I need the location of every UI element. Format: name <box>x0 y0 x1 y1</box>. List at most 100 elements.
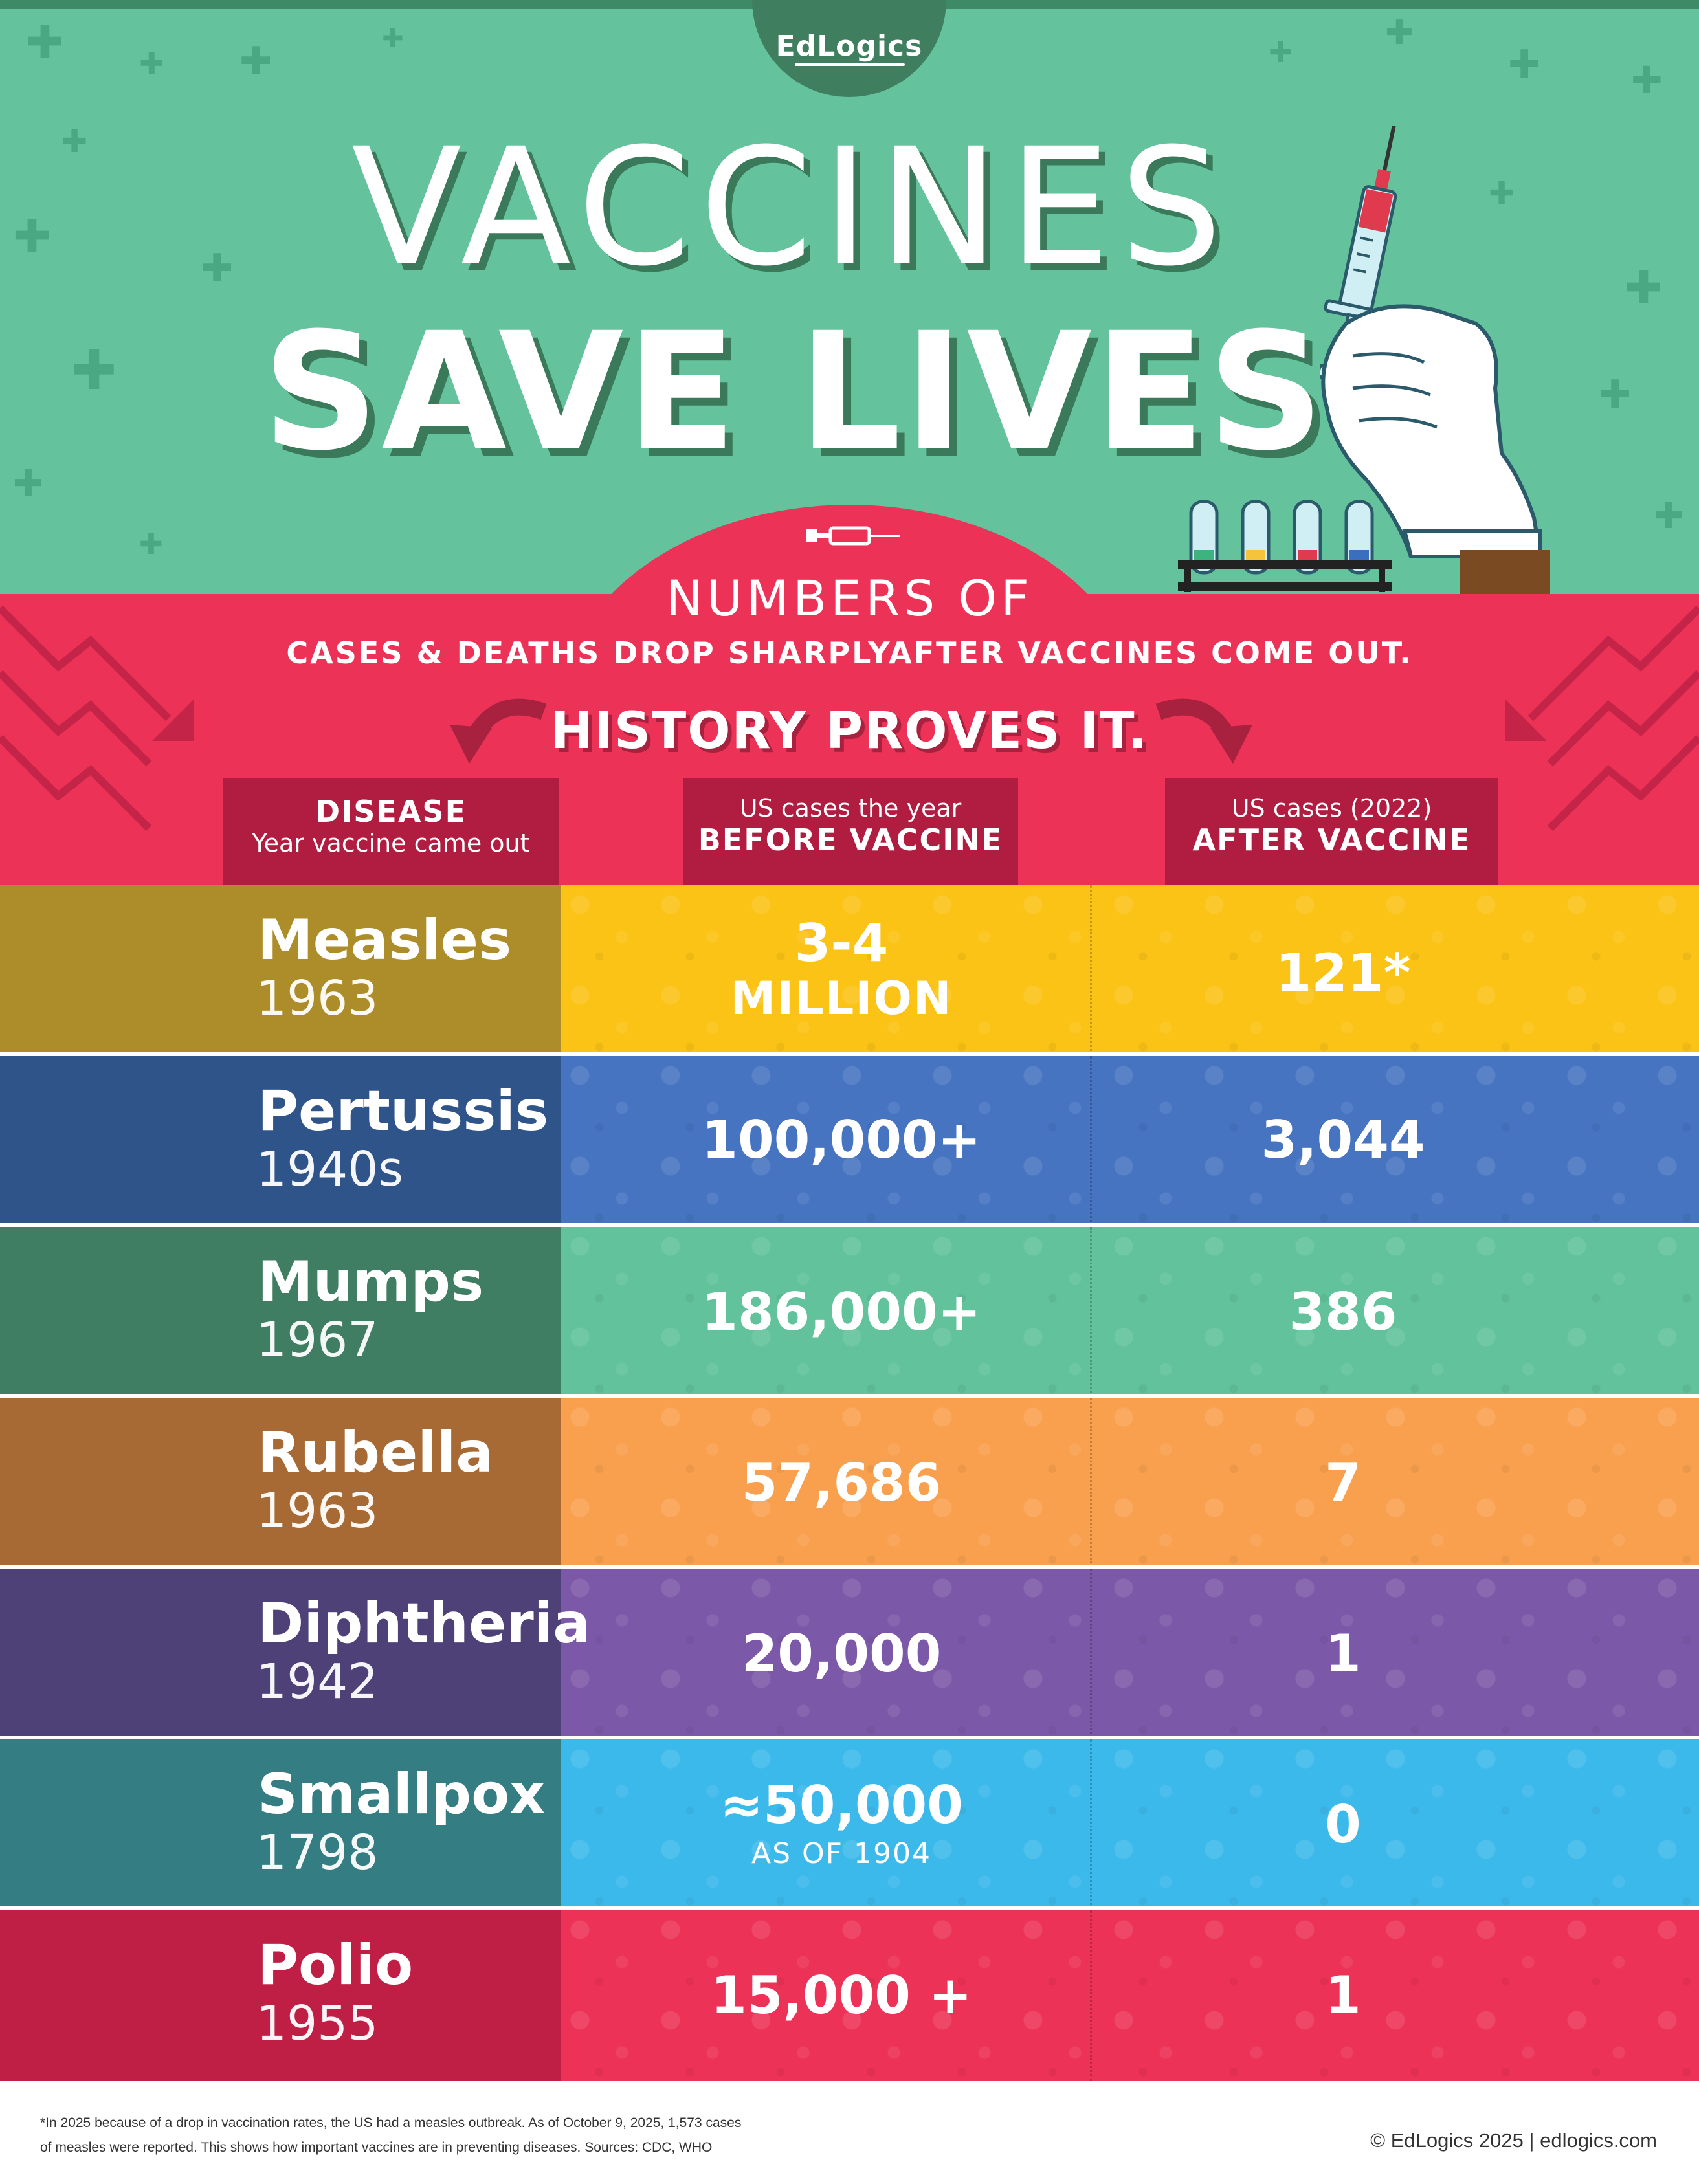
row-value-cell <box>561 1739 1699 1910</box>
column-divider <box>1090 1227 1092 1398</box>
plus-icon: ✚ <box>1625 261 1663 314</box>
column-divider <box>1090 1910 1092 2081</box>
row-value-cell <box>561 1398 1699 1569</box>
plus-icon: ✚ <box>1385 14 1414 52</box>
cases-after: 0 <box>1325 1794 1361 1855</box>
table-row-measles: Measles 1963 3-4 MILLION 121* <box>0 885 1699 1056</box>
curved-arrow-right-icon <box>1155 698 1252 764</box>
test-tubes-icon <box>1178 500 1392 592</box>
plus-icon: ✚ <box>71 338 117 402</box>
plus-icon: ✚ <box>139 528 163 561</box>
row-label-cell <box>0 885 561 1056</box>
cases-after: 3,044 <box>1261 1110 1425 1170</box>
plus-icon: ✚ <box>382 24 404 54</box>
disease-name: Polio <box>258 1933 414 1998</box>
row-value-cell <box>561 885 1699 1056</box>
row-value-cell <box>561 1056 1699 1227</box>
banner-line-3: HISTORY PROVES IT. <box>550 702 1149 760</box>
footnote: *In 2025 because of a drop in vaccinatio… <box>40 2111 882 2160</box>
cases-before: 186,000+ <box>702 1282 981 1342</box>
column-divider <box>1090 1569 1092 1739</box>
column-header-after: US cases (2022) AFTER VACCINE <box>1165 778 1498 885</box>
column-divider <box>1090 885 1092 1056</box>
cases-before-unit: MILLION <box>730 972 953 1025</box>
cases-before: 15,000 + <box>711 1965 972 2025</box>
vaccine-year: 1942 <box>256 1654 379 1710</box>
plus-icon: ✚ <box>139 46 164 81</box>
plus-icon: ✚ <box>1489 175 1515 212</box>
plus-icon: ✚ <box>201 246 234 291</box>
down-trend-right-icon <box>1505 605 1699 832</box>
disease-name: Smallpox <box>258 1762 546 1827</box>
cases-after: 121* <box>1275 943 1411 1003</box>
title-vaccines: VACCINES <box>351 113 1232 302</box>
disease-name: Mumps <box>258 1250 484 1314</box>
column-disease-subtitle: Year vaccine came out <box>252 829 530 857</box>
plus-icon: ✚ <box>1599 372 1632 417</box>
footnote-line-1: *In 2025 because of a drop in vaccinatio… <box>40 2115 742 2130</box>
footnote-line-2: of measles were reported. This shows how… <box>40 2140 713 2155</box>
plus-icon: ✚ <box>61 124 88 160</box>
row-label-cell <box>0 1569 561 1739</box>
plus-icon: ✚ <box>1508 42 1541 87</box>
vaccine-year: 1798 <box>256 1825 379 1881</box>
column-after-subtitle: US cases (2022) <box>1231 794 1432 822</box>
banner-line-1: NUMBERS OF <box>666 569 1033 627</box>
row-label-cell <box>0 1739 561 1910</box>
vaccine-year: 1963 <box>256 971 379 1026</box>
row-label-cell <box>0 1056 561 1227</box>
cases-before: 57,686 <box>741 1453 942 1513</box>
cases-after: 7 <box>1325 1453 1361 1513</box>
copyright[interactable]: © EdLogics 2025 | edlogics.com <box>1370 2129 1657 2152</box>
cases-before: ≈50,000 <box>720 1775 963 1835</box>
column-before-subtitle: US cases the year <box>739 794 962 822</box>
table-row-smallpox: Smallpox 1798 ≈50,000 AS OF 1904 0 <box>0 1739 1699 1910</box>
column-before-title: BEFORE VACCINE <box>698 822 1003 857</box>
plus-icon: ✚ <box>13 210 51 263</box>
logo[interactable]: EdLogics <box>775 30 923 63</box>
table-row-rubella: Rubella 1963 57,686 7 <box>0 1398 1699 1569</box>
cases-before-note: AS OF 1904 <box>751 1837 931 1870</box>
glove-icon <box>1321 304 1550 595</box>
table-row-polio: Polio 1955 15,000 + 1 <box>0 1910 1699 2081</box>
row-value-cell <box>561 1910 1699 2081</box>
column-divider <box>1090 1739 1092 1910</box>
curved-arrow-left-icon <box>450 698 547 764</box>
down-trend-left-icon <box>0 605 194 832</box>
table-row-mumps: Mumps 1967 186,000+ 386 <box>0 1227 1699 1398</box>
column-header-before: US cases the year BEFORE VACCINE <box>683 778 1018 885</box>
banner-line-2: CASES & DEATHS DROP SHARPLYAFTER VACCINE… <box>286 635 1413 670</box>
vaccine-year: 1967 <box>256 1312 379 1368</box>
table-row-diphtheria: Diphtheria 1942 20,000 1 <box>0 1569 1699 1739</box>
table-row-pertussis: Pertussis 1940s 100,000+ 3,044 <box>0 1056 1699 1227</box>
disease-name: Pertussis <box>258 1079 549 1143</box>
title-save-lives: SAVE LIVES <box>262 298 1327 486</box>
plus-icon: ✚ <box>239 39 272 84</box>
plus-icon: ✚ <box>1654 495 1684 537</box>
plus-icon: ✚ <box>1269 36 1293 69</box>
vaccine-year: 1940s <box>256 1142 403 1197</box>
cases-after: 1 <box>1325 1965 1361 2025</box>
column-divider <box>1090 1398 1092 1569</box>
plus-icon: ✚ <box>13 463 43 505</box>
column-header-disease: DISEASE Year vaccine came out <box>223 778 559 885</box>
logo-underline <box>795 63 905 66</box>
disease-name: Rubella <box>258 1420 494 1485</box>
row-label-cell <box>0 1398 561 1569</box>
vaccine-year: 1963 <box>256 1483 379 1539</box>
plus-icon: ✚ <box>1631 58 1663 102</box>
header-section: ✚ ✚ ✚ ✚ ✚ ✚ ✚ ✚ ✚ ✚ ✚ ✚ ✚ ✚ ✚ ✚ ✚ ✚ EdLo… <box>0 0 1699 599</box>
cases-before: 3-4 <box>794 913 889 973</box>
row-label-cell <box>0 1910 561 2081</box>
cases-before: 20,000 <box>741 1624 942 1684</box>
cases-before: 100,000+ <box>702 1110 981 1170</box>
syringe-small-icon <box>806 526 900 546</box>
cases-after: 1 <box>1325 1624 1361 1684</box>
column-disease-title: DISEASE <box>315 794 467 829</box>
column-divider <box>1090 1056 1092 1227</box>
row-value-cell <box>561 1227 1699 1398</box>
disease-name: Diphtheria <box>258 1591 591 1656</box>
row-value-cell <box>561 1569 1699 1739</box>
column-after-title: AFTER VACCINE <box>1192 822 1471 857</box>
vaccine-year: 1955 <box>256 1996 379 2051</box>
